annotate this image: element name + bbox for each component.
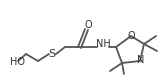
Text: S: S bbox=[48, 49, 56, 59]
Text: N: N bbox=[137, 55, 145, 65]
Text: NH: NH bbox=[96, 39, 110, 49]
Text: O: O bbox=[127, 31, 135, 41]
Text: HO: HO bbox=[10, 57, 25, 67]
Text: O: O bbox=[84, 20, 92, 30]
